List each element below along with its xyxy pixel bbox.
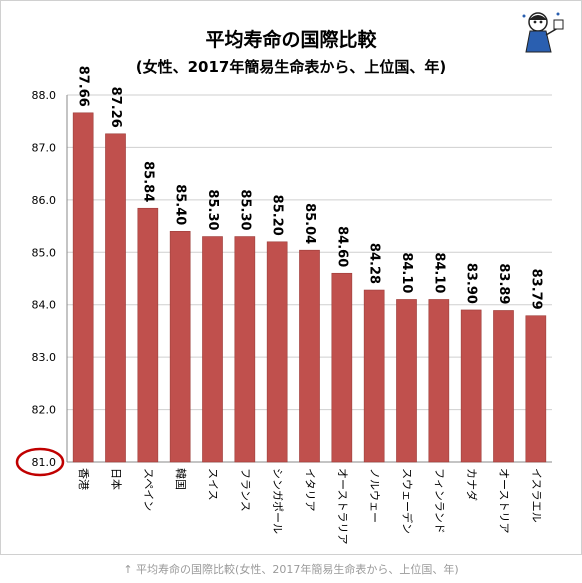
- chart-title: 平均寿命の国際比較: [205, 28, 377, 51]
- bar: [299, 249, 320, 463]
- y-tick-label: 85.0: [32, 246, 57, 259]
- value-label: 87.66: [76, 66, 91, 107]
- y-tick-label: 88.0: [32, 89, 57, 102]
- category-label: シンガポール: [271, 468, 284, 534]
- y-tick-label: 86.0: [32, 194, 57, 207]
- bar: [493, 310, 514, 463]
- category-label: カナダ: [465, 468, 479, 501]
- y-tick-label: 81.0: [32, 456, 57, 469]
- value-label: 85.30: [205, 189, 220, 230]
- value-label: 85.30: [237, 189, 252, 230]
- value-label: 83.79: [528, 269, 543, 310]
- bar: [72, 112, 94, 463]
- category-label: フィンランド: [433, 468, 446, 534]
- value-label: 85.20: [270, 195, 285, 236]
- bars: [72, 112, 547, 463]
- bar: [169, 231, 191, 463]
- category-label: イタリア: [304, 468, 317, 512]
- bar: [202, 236, 223, 463]
- bar: [331, 272, 353, 463]
- value-label: 84.10: [399, 252, 414, 293]
- category-label: スウェーデン: [401, 468, 415, 534]
- bar: [460, 309, 482, 463]
- y-tick-labels: 88.0 87.0 86.0 85.0 84.0 83.0 82.0 81.0: [32, 89, 57, 469]
- value-label: 84.60: [334, 226, 349, 267]
- bar: [363, 289, 385, 463]
- baseline-highlight-circle: [15, 447, 65, 477]
- category-label: スイス: [207, 468, 220, 501]
- category-label: 香港: [77, 468, 90, 490]
- category-label: 日本: [110, 468, 124, 490]
- value-label: 87.26: [108, 87, 123, 128]
- bar: [428, 299, 450, 463]
- value-label: 84.28: [367, 243, 382, 284]
- figure-caption: ↑ 平均寿命の国際比較(女性、2017年簡易生命表から、上位国、年): [123, 563, 459, 576]
- y-tick-label: 84.0: [32, 299, 57, 312]
- y-tick-label: 87.0: [32, 141, 57, 154]
- category-label: ノルウェー: [368, 468, 381, 523]
- value-labels: 87.66 87.26 85.84 85.40 85.30 85.30 85.20 85.04…: [76, 66, 544, 310]
- bar: [234, 236, 256, 463]
- category-label: フランス: [239, 468, 252, 512]
- category-label: オーストリア: [498, 468, 511, 533]
- value-label: 83.89: [496, 263, 511, 304]
- bar: [105, 133, 126, 463]
- bar: [137, 207, 159, 463]
- bar: [396, 299, 417, 463]
- mascot-icon: [522, 12, 564, 53]
- value-label: 83.90: [464, 263, 479, 304]
- category-label: イスラエル: [530, 468, 543, 523]
- value-label: 85.04: [302, 203, 317, 244]
- value-label: 85.40: [173, 184, 188, 225]
- category-label: 韓国: [174, 468, 187, 490]
- value-label: 84.10: [431, 252, 446, 293]
- category-label: オーストラリア: [336, 468, 349, 544]
- bar: [525, 315, 547, 463]
- chart-subtitle: (女性、2017年簡易生命表から、上位国、年): [136, 58, 446, 76]
- value-label: 85.84: [140, 161, 155, 202]
- y-tick-label: 82.0: [32, 404, 57, 417]
- bar-chart: 平均寿命の国際比較 (女性、2017年簡易生命表から、上位国、年) 88.0 87…: [0, 0, 582, 555]
- bar: [266, 241, 288, 463]
- category-labels: 香港 日本 スペイン 韓国 スイス フランス シンガポール イタリア オーストラリア ノルウェー ス…: [77, 468, 543, 544]
- y-tick-label: 83.0: [32, 351, 57, 364]
- category-label: スペイン: [142, 468, 155, 511]
